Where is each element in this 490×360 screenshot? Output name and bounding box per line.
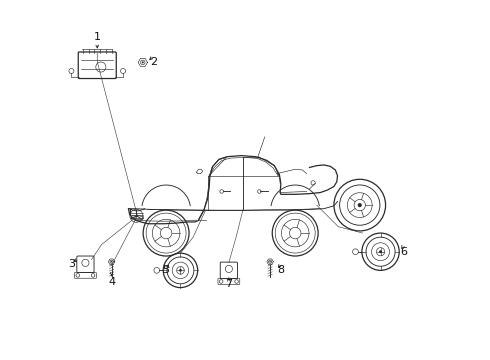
Text: 6: 6 xyxy=(400,247,407,257)
Text: 2: 2 xyxy=(150,57,157,67)
Text: 8: 8 xyxy=(277,265,284,275)
Text: 4: 4 xyxy=(108,277,115,287)
Text: 5: 5 xyxy=(162,265,169,275)
Circle shape xyxy=(111,261,112,262)
Circle shape xyxy=(142,61,144,63)
Text: 3: 3 xyxy=(69,259,75,269)
Text: 7: 7 xyxy=(225,279,232,289)
Circle shape xyxy=(358,203,362,207)
Circle shape xyxy=(379,250,382,253)
Text: 1: 1 xyxy=(94,32,101,41)
Circle shape xyxy=(270,261,271,262)
Circle shape xyxy=(179,269,182,272)
